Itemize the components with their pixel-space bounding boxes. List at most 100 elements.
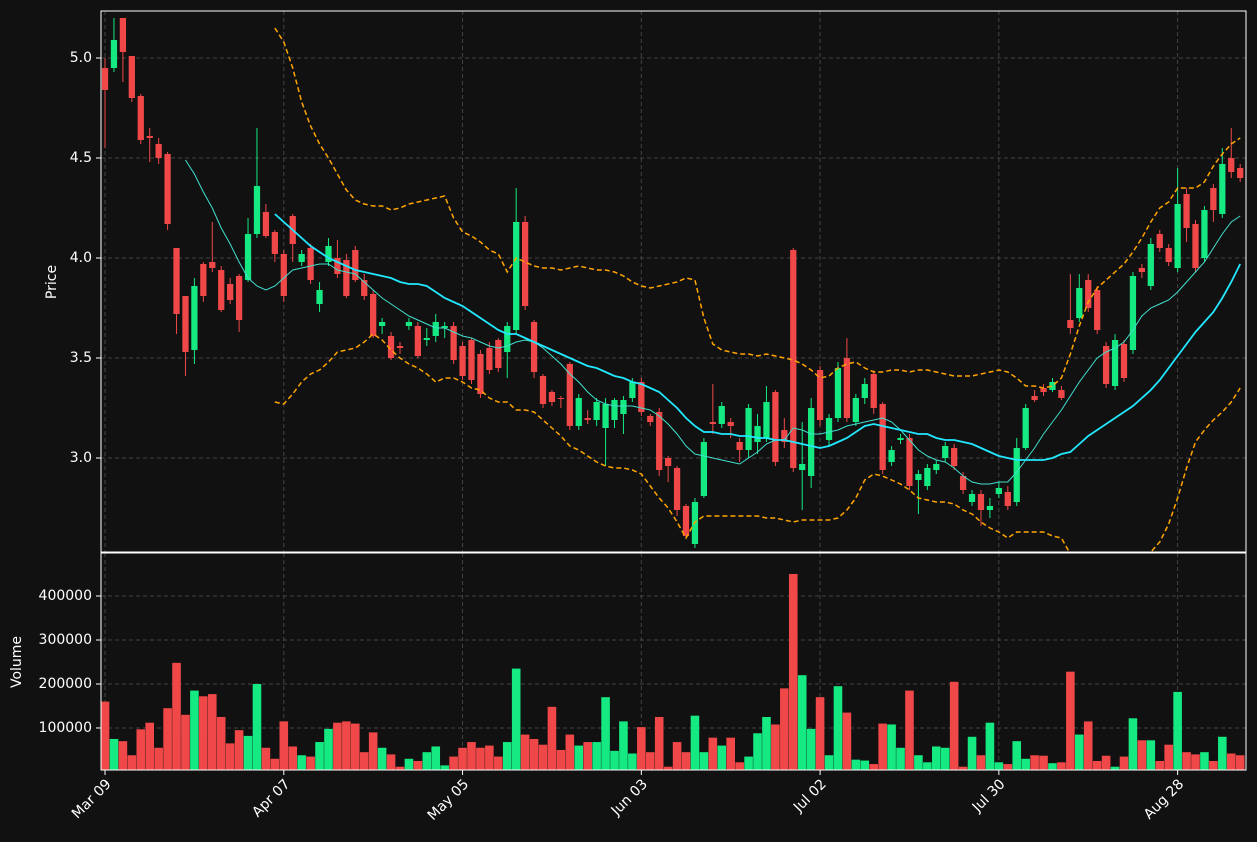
- panel-frame: [100, 10, 1247, 553]
- candle-body: [370, 294, 377, 336]
- volume-bar: [601, 697, 610, 770]
- volume-bar: [127, 755, 137, 770]
- candle-body: [602, 404, 609, 428]
- volume-bar: [1003, 764, 1013, 770]
- volume-bar: [1137, 740, 1147, 770]
- volume-bar: [994, 762, 1004, 770]
- volume-bar: [663, 766, 673, 770]
- volume-bar: [797, 675, 807, 770]
- volume-bar: [726, 737, 735, 770]
- indicator-line: [274, 213, 1241, 461]
- candle-body: [834, 368, 842, 418]
- candle-body: [307, 248, 314, 280]
- volume-bar: [395, 766, 405, 770]
- candle-body: [1147, 244, 1154, 286]
- volume-bar: [583, 742, 592, 770]
- volume-bar: [297, 755, 306, 770]
- candle-body: [986, 506, 994, 510]
- volume-bar: [967, 736, 977, 770]
- volume-bar: [494, 756, 503, 770]
- candle-body: [1210, 188, 1217, 210]
- candle-body: [959, 476, 967, 490]
- candle-body: [1076, 288, 1083, 318]
- volume-bar: [1182, 752, 1191, 770]
- volume-bar: [610, 750, 619, 770]
- volume-bar: [896, 747, 905, 770]
- candle-body: [1237, 168, 1244, 178]
- candle-body: [209, 262, 216, 268]
- candle-body: [191, 286, 198, 350]
- volume-bar: [1146, 740, 1156, 770]
- volume-bar: [1209, 760, 1218, 770]
- candle-body: [486, 348, 493, 370]
- volume-bar: [949, 681, 959, 770]
- volume-bar: [422, 752, 432, 770]
- candle-body: [378, 322, 386, 326]
- volume-bar: [690, 715, 700, 770]
- y-tick-label: 5.0: [70, 50, 92, 66]
- volume-bar: [252, 683, 262, 770]
- candle-body: [620, 400, 627, 414]
- volume-bar: [619, 721, 628, 770]
- candle-body: [566, 364, 573, 426]
- volume-bar: [234, 730, 244, 770]
- candle-body: [164, 154, 171, 224]
- volume-bar: [1101, 755, 1111, 770]
- y-tick-label: 100000: [39, 720, 92, 736]
- volume-bar: [502, 742, 512, 770]
- candle-body: [1058, 390, 1065, 398]
- volume-bar: [315, 742, 324, 770]
- volume-bar: [1191, 754, 1200, 770]
- volume-bar: [923, 762, 932, 770]
- candle-body: [298, 254, 305, 262]
- volume-bar: [181, 714, 190, 770]
- candle-body: [200, 264, 207, 296]
- volume-bar: [351, 723, 360, 770]
- candle-body: [477, 354, 484, 394]
- candle-body: [629, 382, 636, 398]
- candle-body: [513, 222, 520, 330]
- volume-bar: [136, 729, 146, 770]
- candle-body: [146, 136, 153, 138]
- volume-bar: [753, 733, 762, 770]
- candle-body: [548, 392, 556, 402]
- volume-bar: [207, 694, 217, 770]
- volume-bar: [887, 724, 896, 770]
- candle-body: [1219, 164, 1226, 214]
- volume-bar: [458, 747, 467, 770]
- volume-bar: [940, 747, 950, 770]
- volume-bar: [279, 721, 289, 770]
- candle-body: [128, 56, 135, 98]
- y-tick-label: 3.5: [70, 350, 92, 366]
- candle-body: [700, 442, 708, 496]
- candle-body: [682, 506, 690, 536]
- candle-body: [530, 322, 538, 372]
- candle-body: [101, 68, 109, 90]
- volume-bar: [931, 746, 941, 770]
- volume-bar: [1030, 755, 1039, 770]
- volume-bar: [440, 765, 449, 770]
- volume-bar: [1021, 758, 1030, 770]
- panel-frame: [100, 552, 1247, 771]
- candle-body: [906, 438, 913, 486]
- volume-bar: [270, 758, 280, 770]
- y-tick-label: 200000: [39, 676, 92, 692]
- candle-body: [647, 416, 654, 422]
- candle-body: [1040, 388, 1047, 392]
- candle-body: [182, 296, 189, 352]
- volume-bar: [431, 746, 441, 770]
- volume-bar: [288, 746, 298, 770]
- candle-body: [593, 402, 600, 420]
- candle-body: [924, 468, 931, 486]
- volume-bar: [1119, 756, 1129, 770]
- candle-body: [665, 458, 672, 466]
- candle-body: [1049, 382, 1056, 390]
- volume-bar: [118, 741, 128, 770]
- volume-bar: [547, 706, 557, 770]
- volume-bar: [771, 724, 780, 770]
- volume-bar: [377, 747, 387, 770]
- candle-body: [155, 144, 162, 158]
- candles: [101, 18, 1244, 552]
- volume-bar: [1218, 736, 1227, 770]
- candle-body: [253, 186, 261, 234]
